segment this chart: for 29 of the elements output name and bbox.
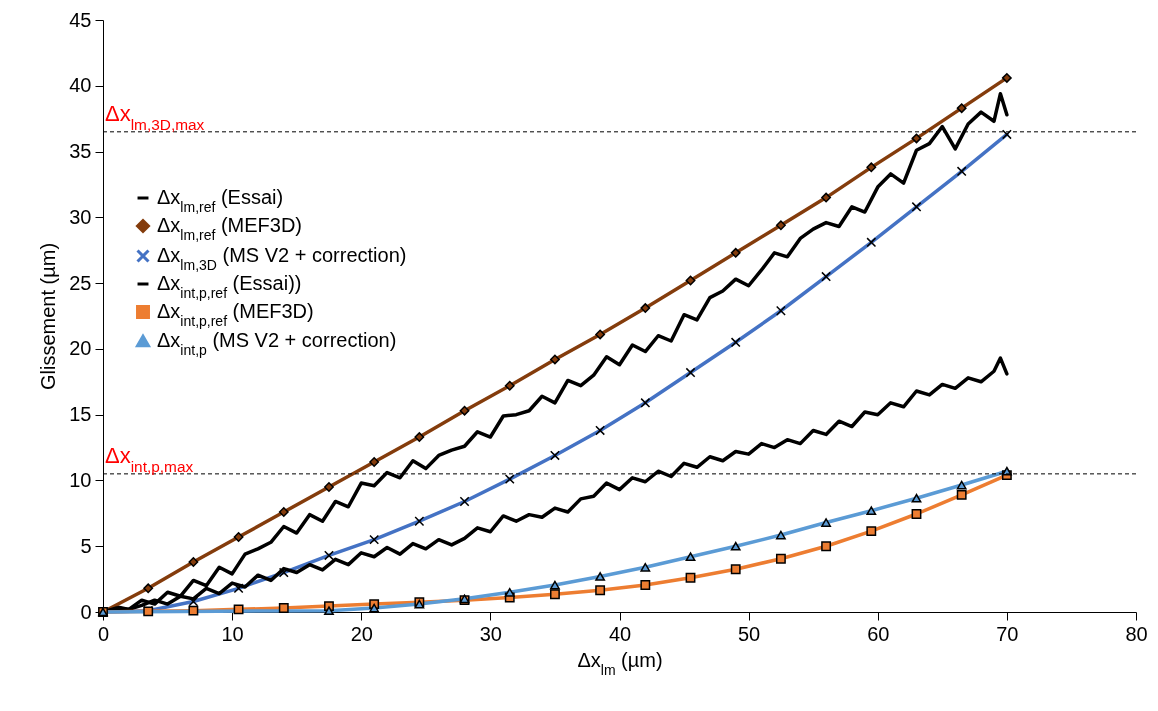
y-tick-label: 5	[80, 534, 92, 557]
y-tick-label: 10	[69, 468, 92, 491]
x-tick-label: 10	[221, 622, 244, 645]
x-axis-title: Δx$_{lm}$ (µm)	[577, 648, 663, 678]
legend-label: Δx$_{lm,ref}$ (Essai)	[157, 186, 284, 215]
y-tick-label: 35	[69, 140, 92, 163]
y-tick-label: 15	[69, 403, 92, 426]
legend-label: Δx$_{int,p}$ (MS V2 + correction)	[157, 329, 397, 358]
x-tick-label: 40	[608, 622, 632, 645]
legend-label: Δx$_{lm,ref}$ (MEF3D)	[157, 214, 303, 243]
y-tick-label: 40	[69, 74, 92, 97]
y-tick-label: 45	[69, 8, 92, 31]
x-tick-label: 0	[97, 622, 110, 645]
y-tick-label: 0	[80, 600, 92, 623]
y-axis-title: Glissement (µm)	[37, 242, 60, 391]
legend-label: Δx$_{int,p,ref}$ (MEF3D)	[157, 300, 314, 329]
y-tick-label: 30	[69, 205, 92, 228]
x-tick-label: 30	[479, 622, 502, 645]
x-tick-label: 70	[996, 622, 1019, 645]
y-tick-label: 25	[69, 271, 92, 294]
legend-label: Δx$_{lm,3D}$ (MS V2 + correction)	[157, 244, 407, 273]
x-tick-label: 80	[1125, 622, 1148, 645]
ref-line-label: Δx$_{int,p,max}$	[105, 442, 194, 475]
y-tick-label: 20	[69, 337, 92, 360]
x-tick-label: 50	[738, 622, 761, 645]
legend-label: Δx$_{int,p,ref}$ (Essai))	[157, 272, 302, 301]
ref-line-label: Δx$_{lm,3D,max}$	[105, 100, 205, 133]
x-tick-label: 60	[867, 622, 890, 645]
x-tick-label: 20	[350, 622, 373, 645]
